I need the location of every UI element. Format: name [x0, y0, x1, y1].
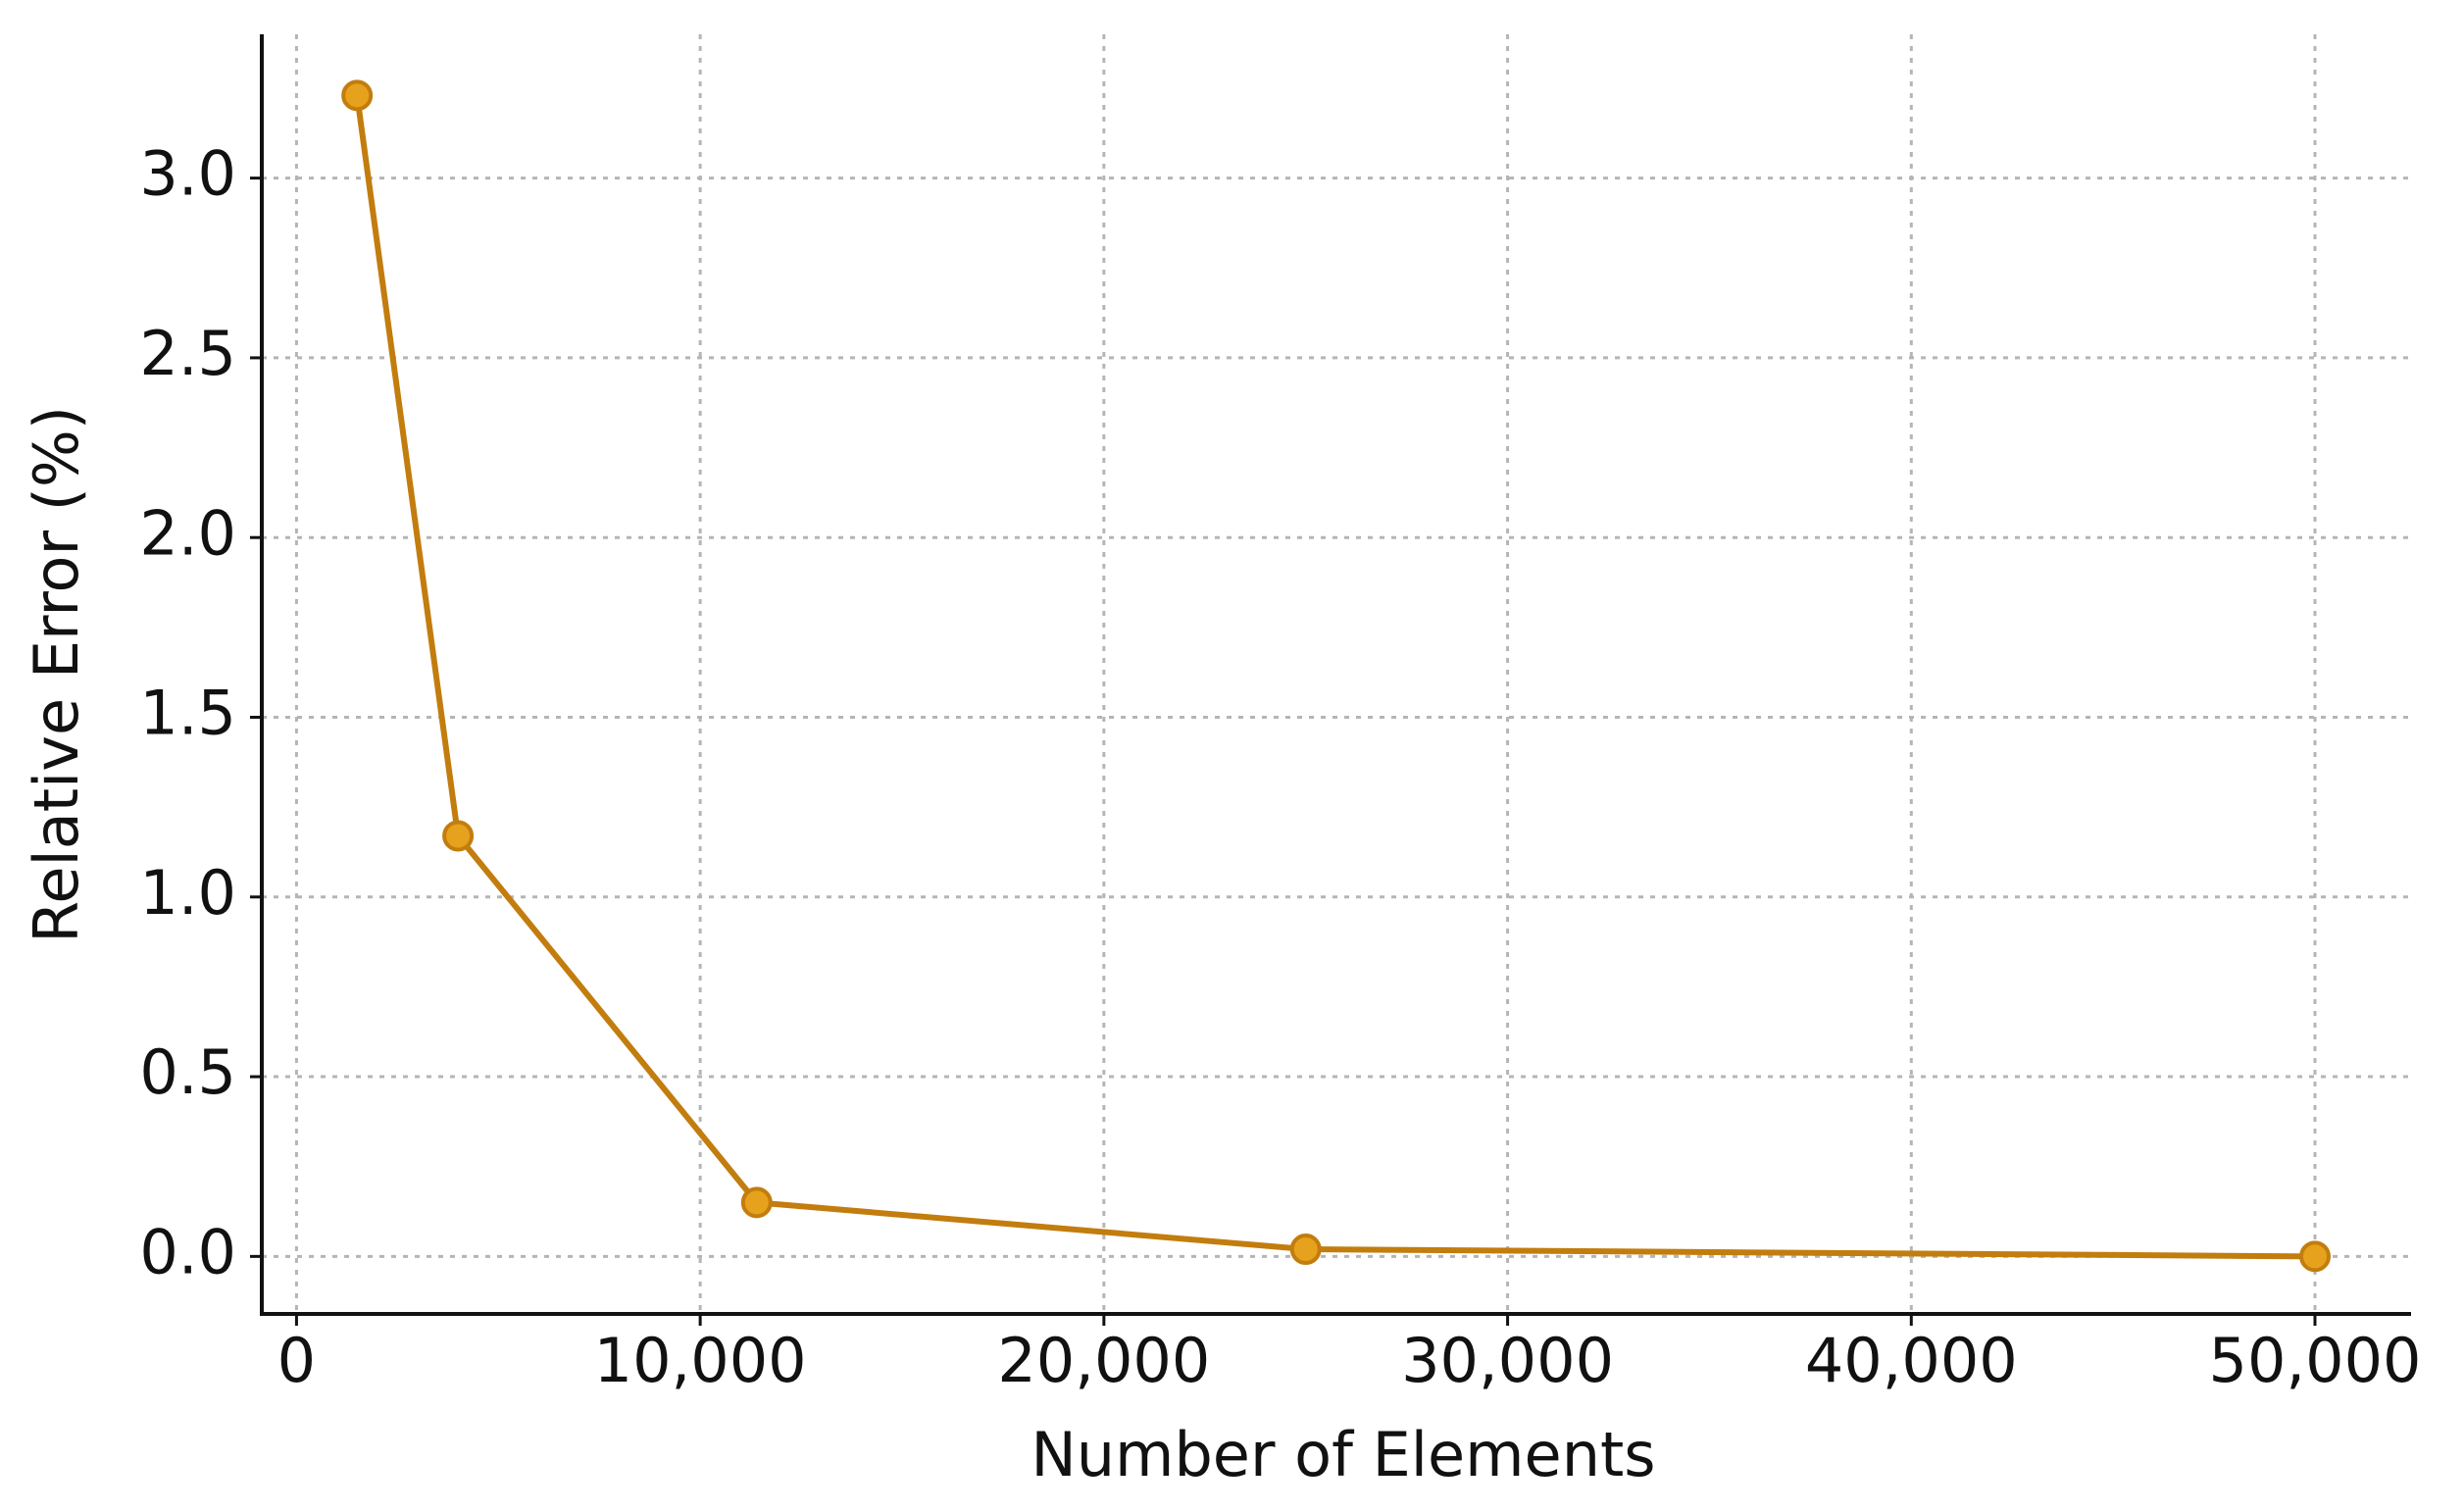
x-tick-label: 30,000 [1401, 1325, 1614, 1396]
y-tick-label: 0.0 [139, 1216, 236, 1287]
x-tick-label: 20,000 [997, 1325, 1210, 1396]
y-tick-label: 2.0 [139, 497, 236, 569]
y-tick-label: 1.5 [139, 678, 236, 749]
data-line [354, 94, 2316, 1260]
x-tick-label: 0 [277, 1325, 316, 1396]
y-tick-label: 0.5 [139, 1036, 236, 1108]
y-tick-label: 3.0 [139, 138, 236, 210]
x-tick-label: 10,000 [594, 1325, 807, 1396]
x-tick-label: 50,000 [2209, 1325, 2422, 1396]
data-point [2299, 1240, 2332, 1273]
x-tick-label: 40,000 [1805, 1325, 2018, 1396]
data-point [740, 1186, 773, 1219]
y-axis-label: Relative Error (%) [21, 406, 92, 943]
y-tick-label: 1.0 [139, 857, 236, 929]
y-tick-label: 2.5 [139, 318, 236, 389]
data-point [442, 820, 475, 852]
data-point [1289, 1234, 1322, 1266]
data-point [341, 79, 374, 112]
x-axis-label: Number of Elements [1031, 1419, 1655, 1490]
